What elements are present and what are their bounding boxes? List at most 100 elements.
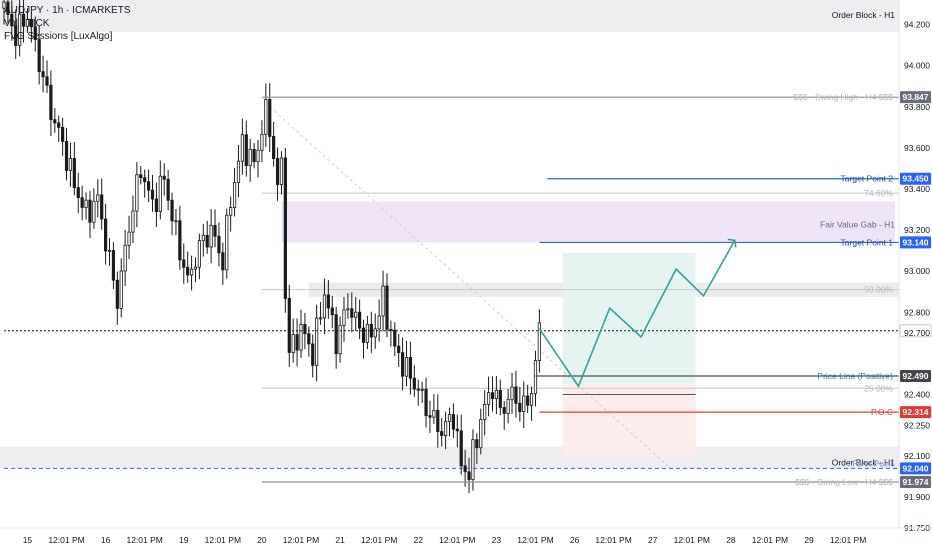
candle-body xyxy=(295,334,299,351)
candle-body xyxy=(526,395,530,406)
candle-body xyxy=(393,329,397,347)
candle-body xyxy=(490,392,495,400)
target-point-1-badge[interactable] xyxy=(900,236,931,249)
candle-body xyxy=(37,39,41,73)
price-line-badge[interactable] xyxy=(900,369,931,382)
candle-body xyxy=(272,136,276,159)
candle-body xyxy=(334,314,338,355)
fvg-indicator-label[interactable]: FVG Sessions [LuxAlgo] xyxy=(4,31,113,42)
y-tick-label: 92.700 xyxy=(904,328,930,338)
candle-body xyxy=(432,409,436,418)
x-tick-label: 26 xyxy=(570,535,580,545)
candle-body xyxy=(412,377,416,390)
swing-low-badge-value[interactable]: 91.974 xyxy=(903,477,929,487)
candle-body xyxy=(182,259,186,268)
volume-indicator-label[interactable]: Vol · TICK xyxy=(4,18,50,29)
order-block-top-zone[interactable] xyxy=(0,0,899,32)
target-point-1-badge-value[interactable]: 93.140 xyxy=(903,237,929,247)
candle-body xyxy=(416,388,420,391)
candle-body xyxy=(330,307,334,316)
x-tick-label: 29 xyxy=(804,535,814,545)
x-tick-label: 28 xyxy=(726,535,736,545)
projection-path[interactable] xyxy=(538,239,736,388)
x-tick-label: 15 xyxy=(23,535,33,545)
candle-body xyxy=(92,200,96,223)
price-line-badge-value[interactable]: 92.490 xyxy=(903,371,929,381)
pivot-point-badge-value[interactable]: 92.040 xyxy=(903,463,929,473)
poc-label[interactable]: P.O.C xyxy=(871,407,893,417)
pivot-point-badge[interactable] xyxy=(900,462,931,475)
swing-high-badge-value[interactable]: 93.847 xyxy=(903,92,929,102)
target-point-1-label[interactable]: Target Point 1 xyxy=(841,237,894,247)
x-tick-label: 21 xyxy=(335,535,345,545)
order-block-bottom-zone[interactable] xyxy=(0,446,899,469)
candle-body xyxy=(475,439,479,449)
position-stop-zone[interactable] xyxy=(562,384,696,457)
y-tick-label: 93.800 xyxy=(904,102,930,112)
candle-body xyxy=(64,141,69,171)
pivot-point-label[interactable]: Pivot Point xyxy=(852,458,893,468)
fvg-zone[interactable] xyxy=(281,201,895,243)
candle-body xyxy=(256,149,260,163)
candle-body xyxy=(49,84,53,121)
candle-body xyxy=(506,398,510,414)
swing-high-badge[interactable] xyxy=(900,91,931,104)
candle-body xyxy=(186,266,190,276)
candle-body xyxy=(72,158,76,188)
order-block-top-label[interactable]: Order Block - H1 xyxy=(832,10,896,20)
target-point-2-badge-value[interactable]: 93.450 xyxy=(903,174,929,184)
order-block-bottom-label[interactable]: Order Block - H1 xyxy=(832,457,896,467)
candle-body xyxy=(205,234,209,248)
candle-body xyxy=(2,1,6,9)
candle-body xyxy=(443,421,448,436)
target-point-2-badge[interactable] xyxy=(900,172,931,185)
y-tick-label: 92.400 xyxy=(904,389,930,399)
candle-body xyxy=(170,199,174,222)
candle-body xyxy=(264,99,268,135)
candle-body xyxy=(68,158,73,171)
symbol-title[interactable]: AUDJPY · 1h · ICMARKETS xyxy=(4,5,131,16)
x-tick-label: 12:01 PM xyxy=(48,535,84,545)
target-point-2-label[interactable]: Target Point 2 xyxy=(841,174,894,184)
candle-body xyxy=(18,13,22,46)
candle-body xyxy=(146,181,151,191)
candle-body xyxy=(189,268,194,276)
candle-body xyxy=(197,240,201,268)
candle-body xyxy=(158,175,162,212)
candle-body xyxy=(174,220,178,223)
candle-body xyxy=(510,386,514,400)
fvg-label[interactable]: Fair Value Gab - H1 xyxy=(820,219,895,229)
x-tick-label: 12:01 PM xyxy=(205,535,241,545)
position-target-zone[interactable] xyxy=(562,252,696,385)
candle-body xyxy=(440,431,444,436)
projection-arrowhead xyxy=(727,238,737,248)
current-price-badge[interactable] xyxy=(899,324,932,338)
swing-high-label[interactable]: $$$ - Swing High - H4 $$$ xyxy=(793,92,893,102)
x-tick-label: 12:01 PM xyxy=(752,535,788,545)
candle-body xyxy=(150,189,155,200)
price-line-label[interactable]: Price Line (Positive) xyxy=(817,371,893,381)
poc-badge[interactable] xyxy=(900,406,931,419)
candle-body xyxy=(463,465,467,473)
candle-body xyxy=(268,99,272,137)
swing-low-label[interactable]: $$$ - Swing Low - H4 $$$ xyxy=(795,477,893,487)
y-tick-label: 94.200 xyxy=(904,20,930,30)
candle-body xyxy=(104,218,108,252)
candle-body xyxy=(408,356,413,379)
y-tick-label: 93.400 xyxy=(904,184,930,194)
candle-body xyxy=(451,414,456,430)
candle-body xyxy=(260,133,264,151)
current-price-badge-value[interactable]: 59:03 xyxy=(905,326,927,336)
candle-body xyxy=(201,234,205,242)
candle-body xyxy=(61,126,65,142)
candle-body xyxy=(45,76,49,86)
candle-body xyxy=(107,249,112,252)
candle-body xyxy=(209,224,213,248)
candles xyxy=(2,0,541,494)
x-tick-label: 12:01 PM xyxy=(126,535,162,545)
swing-low-badge[interactable] xyxy=(900,475,931,488)
poc-badge-value[interactable]: 92.314 xyxy=(903,407,929,417)
candle-body xyxy=(14,25,18,46)
